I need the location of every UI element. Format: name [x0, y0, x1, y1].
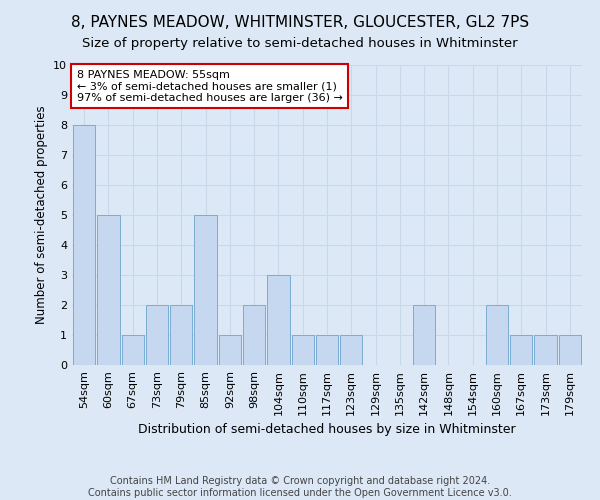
Bar [170, 305, 193, 365]
Bar [267, 275, 290, 365]
Bar [194, 215, 217, 365]
Bar [486, 305, 508, 365]
Text: 8 PAYNES MEADOW: 55sqm
← 3% of semi-detached houses are smaller (1)
97% of semi-: 8 PAYNES MEADOW: 55sqm ← 3% of semi-deta… [77, 70, 343, 102]
X-axis label: Distribution of semi-detached houses by size in Whitminster: Distribution of semi-detached houses by … [138, 423, 516, 436]
Bar [340, 335, 362, 365]
Bar [146, 305, 168, 365]
Bar [292, 335, 314, 365]
Text: Size of property relative to semi-detached houses in Whitminster: Size of property relative to semi-detach… [82, 38, 518, 51]
Bar [122, 335, 144, 365]
Bar [510, 335, 532, 365]
Bar [535, 335, 557, 365]
Bar [97, 215, 119, 365]
Bar [73, 125, 95, 365]
Bar [218, 335, 241, 365]
Text: 8, PAYNES MEADOW, WHITMINSTER, GLOUCESTER, GL2 7PS: 8, PAYNES MEADOW, WHITMINSTER, GLOUCESTE… [71, 15, 529, 30]
Bar [316, 335, 338, 365]
Y-axis label: Number of semi-detached properties: Number of semi-detached properties [35, 106, 47, 324]
Bar [559, 335, 581, 365]
Bar [243, 305, 265, 365]
Text: Contains HM Land Registry data © Crown copyright and database right 2024.
Contai: Contains HM Land Registry data © Crown c… [88, 476, 512, 498]
Bar [413, 305, 436, 365]
